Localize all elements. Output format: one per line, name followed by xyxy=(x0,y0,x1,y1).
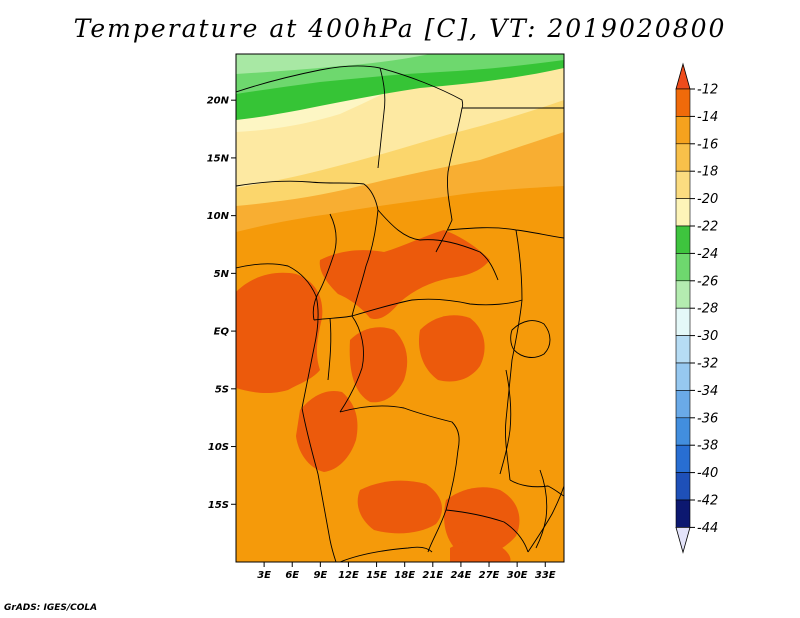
colorbar-label: -40 xyxy=(697,466,718,481)
colorbar-swatch xyxy=(675,253,691,282)
lon-tick-label: 27E xyxy=(479,570,500,581)
colorbar-swatch xyxy=(675,390,691,419)
colorbar-label: -38 xyxy=(697,439,718,454)
border-niger-nigeria xyxy=(236,180,365,187)
lat-tick-label: 5N xyxy=(214,269,230,280)
colorbar-bottom-arrow xyxy=(675,527,691,554)
colorbar: -12 -14 -16 -18 -20 -22 -24 -26 -28 -30 -32 -34 -36 -… xyxy=(675,62,718,554)
colorbar-swatch xyxy=(675,170,691,199)
colorbar-swatch xyxy=(675,307,691,336)
border-chad-car xyxy=(377,209,499,281)
colorbar-label: -34 xyxy=(697,384,718,399)
border-chad-sudan xyxy=(435,107,463,253)
lon-tick-label: 6E xyxy=(285,570,299,581)
colorbar-label: -44 xyxy=(697,521,718,536)
map-frame xyxy=(235,53,565,563)
blob-m12-east xyxy=(418,315,485,382)
colorbar-swatch xyxy=(675,225,691,254)
lon-tick-label: 15E xyxy=(366,570,387,581)
lon-tick-label: 12E xyxy=(338,570,359,581)
colorbar-label: -14 xyxy=(697,110,718,125)
colorbar-swatch xyxy=(675,116,691,145)
colorbar-label: -42 xyxy=(697,494,718,509)
colorbar-swatch xyxy=(675,472,691,501)
colorbar-label: -22 xyxy=(697,220,718,235)
border-zambia-tanzania xyxy=(509,479,564,497)
country-borders xyxy=(236,65,564,562)
colorbar-swatch xyxy=(675,499,691,528)
border-mozambique xyxy=(527,485,564,553)
border-cameroon-car xyxy=(351,209,379,317)
figure-canvas: 20N 15N 10N 5N EQ 5S 10S 15S 3E 6E 9E 12E 15E 18E 21E… xyxy=(207,53,718,581)
border-car-drc xyxy=(351,298,523,317)
border-angola-namibia xyxy=(339,546,433,562)
blob-m12-southeast xyxy=(444,487,520,558)
coast-gulf-guinea xyxy=(236,263,319,409)
blob-m12-west xyxy=(236,272,323,394)
lon-tick-label: 24E xyxy=(451,570,472,581)
latitude-axis: 20N 15N 10N 5N EQ 5S 10S 15S xyxy=(207,96,236,511)
lon-tick-label: 9E xyxy=(313,570,327,581)
band-m28 xyxy=(236,54,430,74)
lat-tick-label: 15S xyxy=(208,500,229,511)
colorbar-label: -28 xyxy=(697,302,718,317)
lat-tick-label: 20N xyxy=(207,96,230,107)
colorbar-label: -30 xyxy=(697,329,718,344)
lon-tick-label: 33E xyxy=(535,570,556,581)
colorbar-label: -26 xyxy=(697,274,718,289)
colorbar-label: -12 xyxy=(697,83,718,98)
lon-tick-label: 30E xyxy=(507,570,528,581)
colorbar-label: -32 xyxy=(697,357,718,372)
grads-credit: GrADS: IGES/COLA xyxy=(4,603,98,613)
lat-tick-label: 10S xyxy=(208,442,229,453)
blob-m12-far-south xyxy=(450,540,511,562)
colorbar-swatch xyxy=(675,362,691,391)
colorbar-swatch xyxy=(675,198,691,227)
border-sudan-ssudan xyxy=(447,227,564,239)
lake-tanganyika xyxy=(499,369,512,475)
lat-tick-label: 5S xyxy=(215,384,229,395)
border-zimbabwe xyxy=(445,509,529,553)
longitude-axis: 3E 6E 9E 12E 15E 18E 21E 24E 27E 30E 33E xyxy=(257,562,556,581)
colorbar-swatch xyxy=(675,280,691,309)
colorbar-label: -24 xyxy=(697,247,718,262)
lon-tick-label: 18E xyxy=(394,570,415,581)
colorbar-swatch xyxy=(675,335,691,364)
colorbar-swatch xyxy=(675,143,691,172)
temperature-field xyxy=(236,54,564,562)
lat-tick-label: EQ xyxy=(214,327,230,338)
colorbar-label: -16 xyxy=(697,137,718,152)
border-niger-chad xyxy=(363,183,379,211)
colorbar-swatch xyxy=(675,88,691,117)
colorbar-swatch xyxy=(675,417,691,446)
map-title: Temperature at 400hPa [C], VT: 201902080… xyxy=(73,14,727,43)
colorbar-label: -18 xyxy=(697,165,718,180)
border-congo-drc xyxy=(339,315,364,413)
lake-malawi xyxy=(535,469,548,549)
lat-tick-label: 15N xyxy=(207,153,230,164)
lat-tick-label: 10N xyxy=(207,211,230,222)
border-drc-angola xyxy=(339,405,460,451)
colorbar-top-arrow xyxy=(675,62,691,90)
blob-m12-north xyxy=(319,230,490,320)
border-libya-chad xyxy=(379,67,464,109)
colorbar-swatch xyxy=(675,444,691,473)
coast-angola xyxy=(301,407,337,562)
lon-tick-label: 3E xyxy=(257,570,271,581)
blob-m12-mid xyxy=(349,327,408,403)
lon-tick-label: 21E xyxy=(422,570,443,581)
border-nigeria-cameroon xyxy=(312,213,337,321)
colorbar-label: -20 xyxy=(697,192,718,207)
border-algeria-niger xyxy=(236,65,381,93)
border-ssudan-uganda xyxy=(515,229,523,301)
lake-victoria xyxy=(510,320,551,358)
border-libya-niger xyxy=(377,67,386,169)
blob-m12-south xyxy=(357,480,442,534)
colorbar-label: -36 xyxy=(697,411,718,426)
